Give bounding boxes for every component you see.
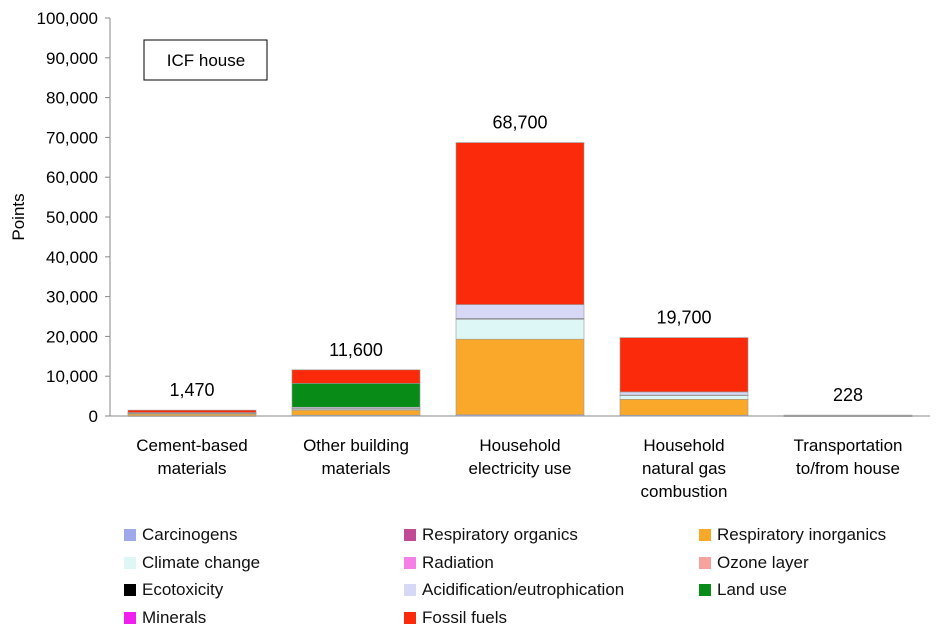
y-tick-label: 40,000 — [46, 248, 98, 267]
legend-swatch — [124, 556, 136, 569]
legend-item-radiation: Radiation — [404, 553, 494, 573]
y-tick-label: 100,000 — [37, 9, 98, 28]
total-labels: 1,470 11,600 68,700 19,700 228 — [169, 113, 863, 406]
legend-swatch — [124, 529, 136, 541]
total-label: 11,600 — [329, 340, 383, 360]
bar-segment-acidification-eutrophication — [455, 304, 585, 319]
bar-segment-acidification-eutrophication — [619, 391, 749, 396]
y-tick-label: 70,000 — [46, 128, 98, 147]
y-tick-label: 80,000 — [46, 89, 98, 108]
legend-item-carcinogens: Carcinogens — [124, 525, 237, 545]
total-label: 19,700 — [656, 308, 711, 328]
y-tick-label: 20,000 — [46, 327, 98, 346]
legend-item-ecotoxicity: Ecotoxicity — [124, 580, 223, 600]
total-label: 228 — [833, 385, 863, 405]
legend-swatch — [404, 611, 416, 624]
annotation-box: ICF house — [143, 39, 268, 81]
y-tick-label: 10,000 — [46, 367, 98, 386]
legend-label: Radiation — [422, 552, 494, 572]
bar-segment-fossil-fuels — [619, 337, 749, 393]
bar-segment-fossil-fuels — [783, 414, 913, 416]
legend-item-acidification-eutrophication: Acidification/eutrophication — [404, 580, 624, 600]
legend-label: Ecotoxicity — [142, 580, 224, 599]
legend-swatch — [699, 584, 711, 596]
legend-label: Acidification/eutrophication — [422, 580, 625, 599]
y-axis: 0 10,000 20,000 30,000 40,000 50,000 60,000 70,… — [37, 9, 930, 426]
legend-label: Minerals — [142, 607, 207, 627]
legend-swatch — [699, 556, 711, 569]
legend-swatch — [404, 529, 416, 541]
legend-item-respiratory-organics: Respiratory organics — [404, 525, 578, 545]
y-tick-label: 30,000 — [46, 288, 98, 307]
legend-label: Land use — [717, 580, 787, 599]
x-tick-label: Household electricity use — [469, 436, 572, 478]
legend-item-ozone-layer: Ozone layer — [699, 553, 809, 573]
legend-label: Climate change — [142, 552, 261, 572]
x-axis-labels: Cement-based materials Other building mater… — [136, 436, 902, 501]
bar-segment-respiratory-inorganics — [619, 398, 749, 416]
legend-label: Respiratory organics — [422, 525, 578, 544]
legend-swatch — [124, 584, 136, 596]
legend-swatch — [404, 556, 416, 569]
bar-segment-fossil-fuels — [127, 409, 257, 413]
x-tick-label: Household natural gas combustion — [641, 436, 728, 501]
legend-swatch — [124, 611, 136, 624]
x-tick-label: Other building materials — [303, 436, 409, 478]
bar-segment-fossil-fuels — [455, 142, 585, 305]
y-tick-label: 90,000 — [46, 49, 98, 68]
legend-label: Carcinogens — [142, 525, 238, 544]
stacked-bar-chart: 0 10,000 20,000 30,000 40,000 50,000 60,000 70,… — [9, 9, 930, 501]
bar-segment-fossil-fuels — [291, 369, 421, 384]
bar-segment-land-use — [291, 383, 421, 408]
y-tick-label: 60,000 — [46, 168, 98, 187]
y-tick-label: 50,000 — [46, 208, 98, 227]
legend-label: Respiratory inorganics — [717, 525, 887, 544]
legend-label: Ozone layer — [717, 552, 809, 572]
legend-item-minerals: Minerals — [124, 608, 206, 628]
y-axis-title: Points — [9, 193, 28, 240]
y-tick-label: 0 — [89, 407, 98, 426]
legend-item-climate-change: Climate change — [124, 553, 260, 573]
bars-group — [127, 142, 913, 417]
annotation-text: ICF house — [167, 51, 245, 70]
x-tick-label: Transportation to/from house — [794, 436, 903, 478]
legend-item-land-use: Land use — [699, 580, 787, 600]
legend-item-fossil-fuels: Fossil fuels — [404, 608, 507, 628]
x-tick-label: Cement-based materials — [136, 436, 248, 478]
legend-label: Fossil fuels — [422, 607, 508, 627]
total-label: 1,470 — [169, 380, 214, 400]
bar-segment-respiratory-inorganics — [291, 409, 421, 416]
bar-segment-respiratory-inorganics — [455, 338, 585, 416]
bar-segment-climate-change — [455, 318, 585, 340]
legend-item-respiratory-inorganics: Respiratory inorganics — [699, 525, 886, 545]
legend-swatch — [699, 529, 711, 541]
legend-swatch — [404, 584, 416, 596]
total-label: 68,700 — [492, 113, 547, 133]
